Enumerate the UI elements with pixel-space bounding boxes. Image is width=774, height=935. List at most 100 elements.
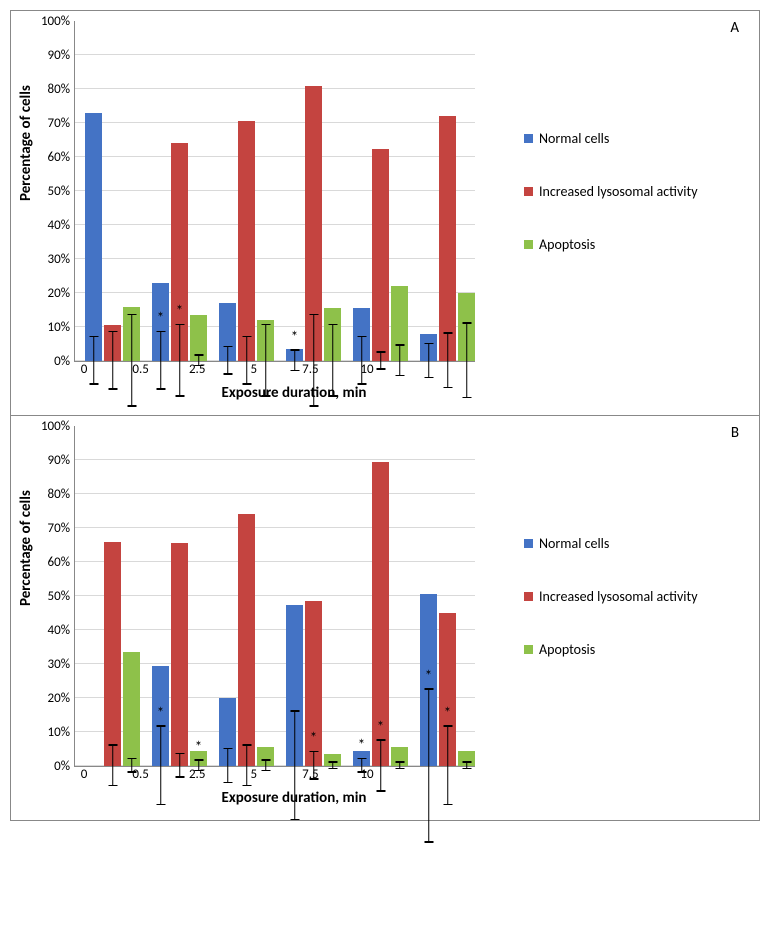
bar-normal <box>420 334 437 361</box>
bar-normal: * <box>353 751 370 766</box>
bar-normal <box>219 303 236 361</box>
bar-normal: * <box>152 666 169 766</box>
gridline <box>75 527 475 528</box>
bar-apop <box>190 315 207 361</box>
legend-label: Apoptosis <box>539 641 595 658</box>
error-bar <box>160 727 162 805</box>
bar-lyso <box>104 542 121 766</box>
significance-marker: * <box>291 329 298 347</box>
legend-label: Normal cells <box>539 535 609 552</box>
bar-apop <box>324 308 341 361</box>
bar-normal <box>286 605 303 767</box>
legend-item-lyso: Increased lysosomal activity <box>524 588 698 605</box>
gridline <box>75 629 475 630</box>
significance-marker: * <box>377 719 384 737</box>
bar-lyso <box>372 149 389 362</box>
gridline <box>75 561 475 562</box>
bar-apop <box>458 293 475 361</box>
gridline <box>75 156 475 157</box>
x-axis-ticks: 00.52.557.510 <box>36 767 494 787</box>
bar-apop <box>257 747 274 766</box>
bar-normal: * <box>152 283 169 361</box>
gridline <box>75 224 475 225</box>
x-axis-ticks: 00.52.557.510 <box>36 362 494 382</box>
bar-lyso <box>104 325 121 361</box>
gridline <box>75 54 475 55</box>
gridline <box>75 493 475 494</box>
legend-label: Normal cells <box>539 130 609 147</box>
significance-marker: * <box>176 303 183 321</box>
error-bar <box>428 344 430 378</box>
bar-lyso <box>305 86 322 361</box>
bar-normal <box>85 113 102 361</box>
chart-panel-B: B Percentage of cells100%90%80%70%60%50%4… <box>10 416 760 821</box>
legend-swatch <box>524 592 533 601</box>
bar-lyso: * <box>439 613 456 766</box>
gridline <box>75 459 475 460</box>
gridline <box>75 190 475 191</box>
legend-item-apop: Apoptosis <box>524 641 698 658</box>
significance-marker: * <box>310 730 317 748</box>
y-axis-ticks: 100%90%80%70%60%50%40%30%20%10%0% <box>36 21 74 361</box>
bar-normal: * <box>286 349 303 361</box>
bar-apop <box>458 751 475 766</box>
gridline <box>75 292 475 293</box>
y-axis-label: Percentage of cells <box>17 181 35 201</box>
legend-item-apop: Apoptosis <box>524 236 698 253</box>
error-bar <box>313 315 315 407</box>
y-axis-ticks: 100%90%80%70%60%50%40%30%20%10%0% <box>36 426 74 766</box>
legend-label: Apoptosis <box>539 236 595 253</box>
bar-lyso: * <box>372 462 389 766</box>
gridline <box>75 122 475 123</box>
gridline <box>75 88 475 89</box>
significance-marker: * <box>157 310 164 328</box>
panel-label: B <box>731 424 739 442</box>
legend: Normal cells Increased lysosomal activity… <box>494 426 698 766</box>
significance-marker: * <box>444 705 451 723</box>
bar-apop: * <box>190 751 207 766</box>
bar-apop <box>123 652 140 766</box>
plot-area: * * * <box>74 21 475 362</box>
error-bar <box>466 324 468 399</box>
legend-label: Increased lysosomal activity <box>539 588 698 605</box>
legend: Normal cells Increased lysosomal activity… <box>494 21 698 361</box>
x-axis-label: Exposure duration, min <box>36 787 494 815</box>
legend-swatch <box>524 645 533 654</box>
bar-lyso <box>171 543 188 766</box>
error-bar <box>294 712 296 821</box>
legend-swatch <box>524 240 533 249</box>
significance-marker: * <box>195 739 202 757</box>
significance-marker: * <box>425 668 432 686</box>
legend-item-normal: Normal cells <box>524 535 698 552</box>
bar-lyso: * <box>171 143 188 361</box>
error-bar <box>265 325 267 396</box>
plot-area: ******* <box>74 426 475 767</box>
legend-label: Increased lysosomal activity <box>539 183 698 200</box>
bar-lyso <box>238 121 255 361</box>
error-bar <box>131 315 133 407</box>
bar-apop <box>257 320 274 361</box>
bar-apop <box>391 747 408 766</box>
significance-marker: * <box>358 737 365 755</box>
panel-label: A <box>730 19 739 37</box>
error-bar <box>428 690 430 843</box>
bar-normal <box>353 308 370 361</box>
legend-swatch <box>524 187 533 196</box>
charts-root: APercentage of cells100%90%80%70%60%50%4… <box>10 10 764 821</box>
chart-panel-A: A Percentage of cells100%90%80%70%60%50%4… <box>10 10 760 416</box>
error-bar <box>332 325 334 396</box>
bar-apop <box>123 307 140 361</box>
bar-apop <box>324 754 341 766</box>
y-axis-label: Percentage of cells <box>17 586 35 606</box>
bar-lyso <box>238 514 255 766</box>
legend-item-normal: Normal cells <box>524 130 698 147</box>
bar-normal: * <box>420 594 437 766</box>
bar-apop <box>391 286 408 361</box>
gridline <box>75 595 475 596</box>
legend-swatch <box>524 134 533 143</box>
significance-marker: * <box>157 705 164 723</box>
legend-item-lyso: Increased lysosomal activity <box>524 183 698 200</box>
error-bar <box>179 325 181 396</box>
bar-lyso: * <box>305 601 322 766</box>
error-bar <box>447 334 449 388</box>
